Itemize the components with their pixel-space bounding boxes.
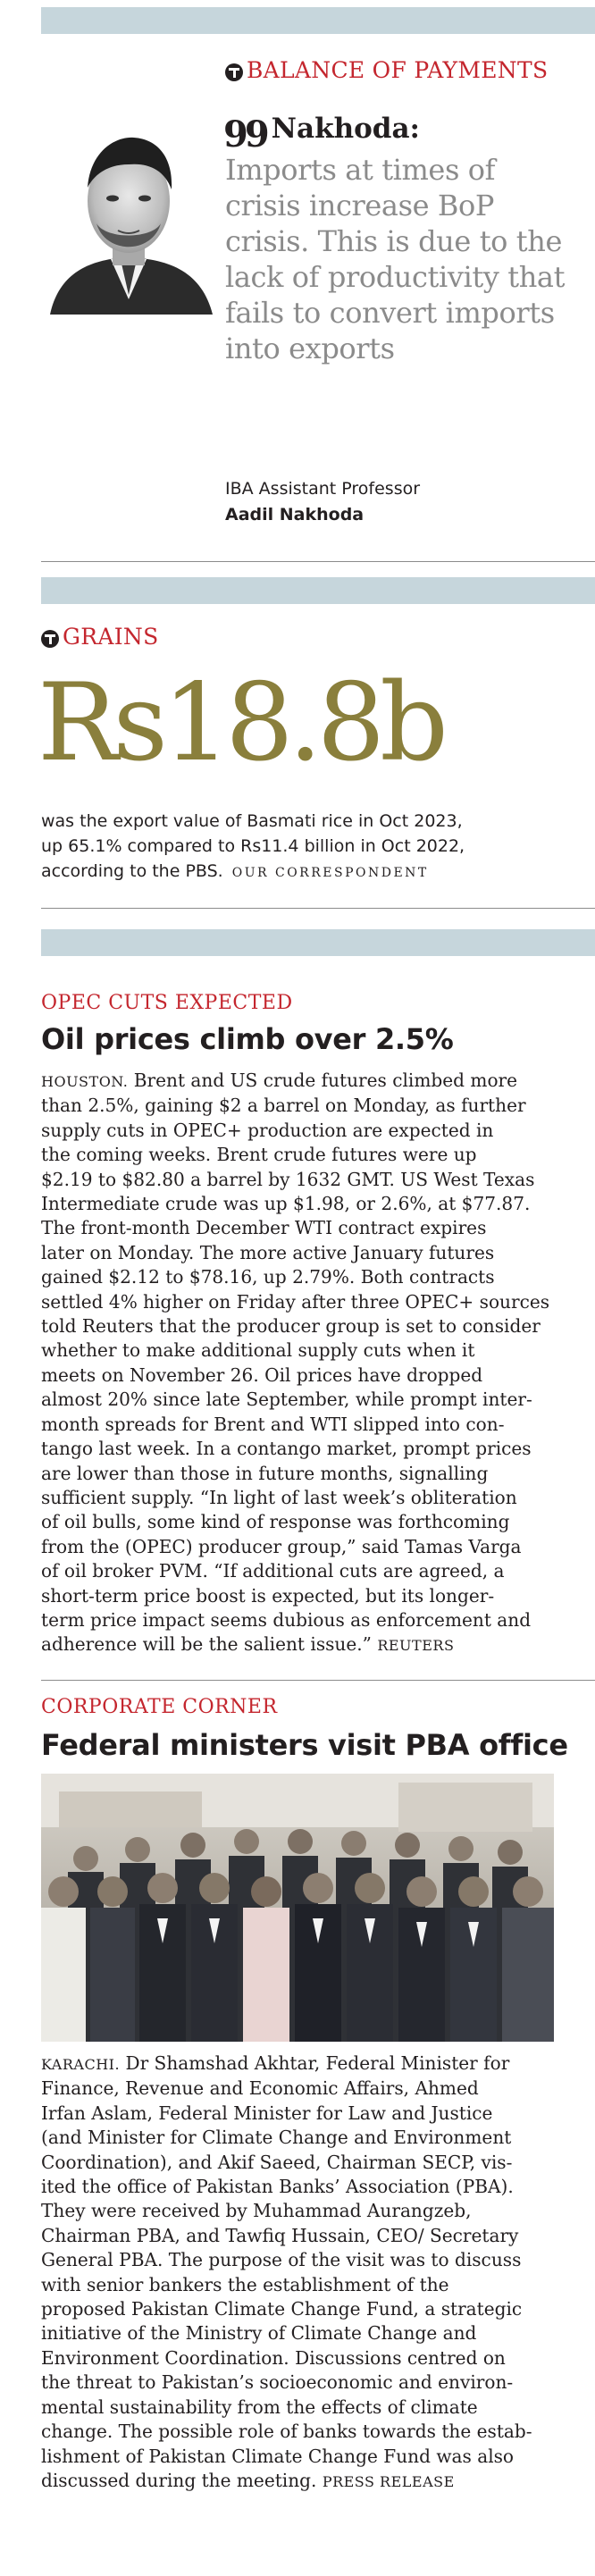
body-line: than 2.5%, gaining $2 a barrel on Monday… (41, 1095, 526, 1117)
body-line: ited the office of Pakistan Banks’ Assoc… (41, 2176, 514, 2198)
big-figure: Rs18.8b (38, 661, 448, 785)
byline: OUR CORRESPONDENT (231, 866, 429, 880)
body-line: told Reuters that the producer group is … (41, 1315, 541, 1338)
quote-role: IBA Assistant Professor (225, 479, 421, 499)
body-line: (and Minister for Climate Change and Env… (41, 2127, 512, 2149)
body-line: $2.19 to $82.80 a barrel by 1632 GMT. US… (41, 1168, 535, 1190)
body-line: the threat to Pakistan’s socioeconomic a… (41, 2371, 514, 2394)
body-line: almost 20% since late September, while p… (41, 1389, 532, 1411)
body-line: whether to make additional supply cuts w… (41, 1339, 475, 1362)
body-line: Environment Coordination. Discussions ce… (41, 2346, 506, 2369)
body-line: the coming weeks. Brent crude futures we… (41, 1144, 477, 1166)
group-photo (41, 1774, 554, 2042)
headline-opec: Oil prices climb over 2.5% (41, 1022, 454, 1056)
body-line-text: Dr Shamshad Akhtar, Federal Minister for (125, 2052, 510, 2074)
body-line: initiative of the Ministry of Climate Ch… (41, 2322, 477, 2345)
credit: PRESS RELEASE (322, 2472, 455, 2490)
dateline: HOUSTON. (41, 1073, 129, 1090)
body-line: HOUSTON. Brent and US crude futures clim… (41, 1069, 566, 1094)
body-line: term price impact seems dubious as enfor… (41, 1608, 532, 1631)
portrait-photo (41, 116, 216, 315)
kicker-pba: CORPORATE CORNER (41, 1696, 278, 1718)
color-band-grains (41, 577, 595, 604)
credit: REUTERS (377, 1637, 455, 1655)
body-line: month spreads for Brent and WTI slipped … (41, 1413, 505, 1435)
tribune-logo-icon (41, 629, 59, 648)
section-label-text: BALANCE OF PAYMENTS (247, 57, 549, 83)
body-line: are lower than those in future months, s… (41, 1462, 489, 1484)
headline-pba: Federal ministers visit PBA office (41, 1728, 568, 1762)
body-line-text: discussed during the meeting. (41, 2469, 317, 2491)
divider-rule (41, 1680, 595, 1681)
body-line: mental sustainability from the effects o… (41, 2396, 478, 2418)
divider-rule (41, 908, 595, 909)
body-line: of oil broker PVM. “If additional cuts a… (41, 1560, 505, 1582)
body-line: Chairman PBA, and Tawfiq Hussain, CEO/ S… (41, 2224, 519, 2246)
body-line: later on Monday. The more active January… (41, 1241, 495, 1263)
article-body-pba: KARACHI. Dr Shamshad Akhtar, Federal Min… (41, 2052, 566, 2494)
quote-speaker-name: Nakhoda: (271, 113, 420, 145)
dateline: KARACHI. (41, 2056, 121, 2073)
color-band-opec (41, 929, 595, 956)
article-body-opec: HOUSTON. Brent and US crude futures clim… (41, 1069, 566, 1658)
body-line: Finance, Revenue and Economic Affairs, A… (41, 2077, 479, 2100)
body-line: from the (OPEC) producer group,” said Ta… (41, 1535, 522, 1557)
body-line: They were received by Muhammad Aurangzeb… (41, 2200, 472, 2222)
body-line: of oil bulls, some kind of response was … (41, 1511, 510, 1533)
quote-speaker: 99 Nakhoda: (223, 113, 420, 155)
grains-caption: was the export value of Basmati rice in … (41, 809, 577, 885)
pull-quote: Imports at times of crisis increase BoP … (225, 153, 566, 365)
body-line: Irfan Aslam, Federal Minister for Law an… (41, 2102, 493, 2124)
caption-line: up 65.1% compared to Rs11.4 billion in O… (41, 836, 465, 856)
body-line: gained $2.12 to $78.16, up 2.79%. Both c… (41, 1266, 495, 1288)
section-label-grains: GRAINS (41, 624, 159, 650)
top-color-band (41, 7, 595, 34)
body-line: adherence will be the salient issue.” RE… (41, 1632, 566, 1657)
body-line: Coordination), and Akif Saeed, Chairman … (41, 2151, 513, 2173)
body-line: lishment of Pakistan Climate Change Fund… (41, 2445, 515, 2467)
tribune-logo-icon (225, 63, 243, 81)
section-label-bop: BALANCE OF PAYMENTS (225, 57, 548, 83)
body-line: sufficient supply. “In light of last wee… (41, 1486, 517, 1508)
quote-mark-icon: 99 (223, 113, 270, 155)
body-line: with senior bankers the establishment of… (41, 2273, 449, 2295)
kicker-opec: OPEC CUTS EXPECTED (41, 992, 293, 1014)
body-line-text: adherence will be the salient issue.” (41, 1633, 372, 1656)
caption-line: according to the PBS. OUR CORRESPONDENT (41, 859, 577, 885)
body-line-text: Brent and US crude futures climbed more (133, 1070, 518, 1091)
body-line: proposed Pakistan Climate Change Fund, a… (41, 2298, 523, 2320)
body-line: tango last week. In a contango market, p… (41, 1438, 532, 1460)
body-line: supply cuts in OPEC+ production are expe… (41, 1119, 494, 1141)
quote-name: Aadil Nakhoda (225, 505, 365, 524)
body-line: KARACHI. Dr Shamshad Akhtar, Federal Min… (41, 2052, 566, 2077)
caption-line: was the export value of Basmati rice in … (41, 811, 463, 831)
divider-rule (41, 561, 595, 562)
body-line: General PBA. The purpose of the visit wa… (41, 2249, 522, 2271)
caption-line-text: according to the PBS. (41, 861, 223, 881)
section-label-text: GRAINS (63, 624, 159, 650)
body-line: discussed during the meeting. PRESS RELE… (41, 2469, 566, 2494)
body-line: meets on November 26. Oil prices have dr… (41, 1364, 483, 1386)
body-line: change. The possible role of banks towar… (41, 2421, 532, 2443)
body-line: settled 4% higher on Friday after three … (41, 1290, 550, 1313)
body-line: Intermediate crude was up $1.98, or 2.6%… (41, 1193, 531, 1215)
body-line: short-term price boost is expected, but … (41, 1584, 495, 1607)
body-line: The front-month December WTI contract ex… (41, 1217, 487, 1239)
